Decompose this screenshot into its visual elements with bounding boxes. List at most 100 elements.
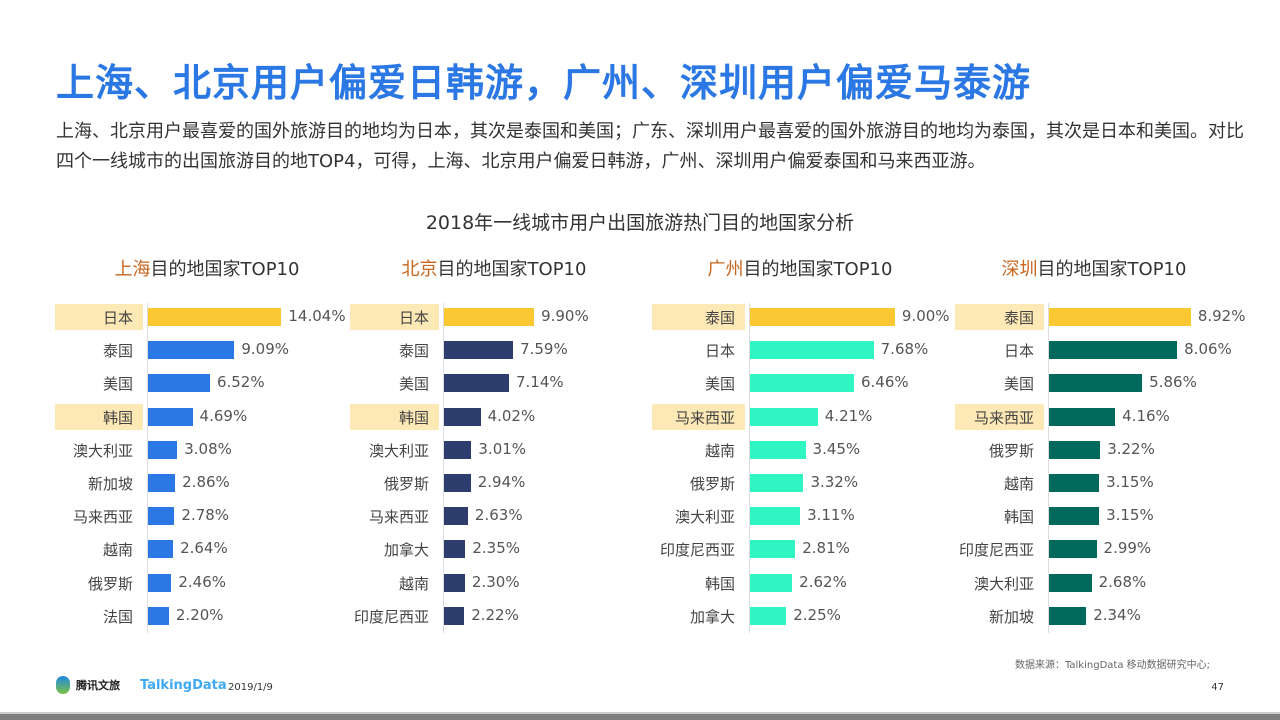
bar-row: 日本 7.68% [652,337,952,363]
bar [148,374,210,393]
category-label: 马来西亚 [674,408,735,427]
bar [750,440,806,459]
value-label: 5.86% [1149,373,1197,392]
bar [1049,308,1191,326]
value-label: 3.22% [1107,439,1155,458]
axis-line [749,303,750,633]
bar-row: 印度尼西亚 2.22% [350,603,650,629]
value-label: 2.99% [1103,539,1152,558]
value-label: 2.86% [182,473,230,491]
bar [1049,407,1116,426]
value-label: 2.25% [793,605,841,624]
bottom-bar [0,712,1280,720]
data-source: 数据来源：TalkingData 移动数据研究中心; [1014,660,1210,671]
bar-row: 韩国 2.62% [652,570,952,596]
highlight [955,403,1044,430]
bar [444,440,472,459]
value-label: 2.94% [477,473,526,491]
category-label: 泰国 [704,309,735,327]
bar-row: 泰国 9.00% [652,304,952,330]
bar [750,341,874,360]
value-label: 2.68% [1098,572,1147,591]
bar [750,474,804,492]
category-label: 美国 [102,375,133,394]
value-label: 2.35% [472,539,521,558]
value-label: 9.90% [541,307,589,325]
bar [148,573,172,592]
bar-row: 法国 2.20% [55,603,355,629]
panel-1: 上海目的地国家TOP10 日本 14.04% 泰国 9.09% 美国 6.52% 韩国 4.69… [55,255,355,635]
value-label: 2.81% [802,539,850,558]
category-label: 日本 [398,309,429,327]
chart-title: 2018年一线城市用户出国旅游热门目的地国家分析 [425,212,855,234]
bar [444,308,535,326]
bar [750,374,854,393]
value-label: 4.69% [199,406,248,425]
value-label: 2.30% [471,572,520,591]
bar-row: 越南 2.30% [350,570,650,596]
category-label: 澳大利亚 [72,441,133,460]
bar-row: 加拿大 2.25% [652,603,952,629]
panel-title: 北京目的地国家TOP10 [344,255,644,281]
panel-title-suffix: 目的地国家TOP10 [1037,259,1187,280]
value-label: 7.68% [880,340,929,359]
category-label: 泰国 [398,342,429,361]
category-label: 越南 [704,441,735,460]
bar-row: 越南 2.64% [55,536,355,562]
bar-row: 日本 8.06% [955,337,1255,363]
bar-row: 美国 6.52% [55,370,355,396]
highlight [350,304,439,330]
value-label: 3.45% [812,439,861,458]
bar-row: 澳大利亚 3.08% [55,437,355,463]
category-label: 澳大利亚 [368,441,429,460]
category-label: 俄罗斯 [689,475,735,493]
logo-icon [56,676,70,694]
logo-text: 腾讯文旅 [76,679,120,692]
value-label: 6.46% [861,373,909,392]
bar [444,374,509,393]
bar-row: 泰国 8.92% [955,304,1255,330]
bar-row: 新加坡 2.86% [55,470,355,496]
category-label: 日本 [704,342,735,361]
bar [750,507,801,526]
bar [444,573,465,592]
bar-row: 马来西亚 2.63% [350,503,650,529]
panel-2: 北京目的地国家TOP10 日本 9.90% 泰国 7.59% 美国 7.14% 韩国 4.02%… [350,255,650,635]
bar-row: 加拿大 2.35% [350,536,650,562]
category-label: 美国 [704,375,735,394]
value-label: 8.92% [1197,307,1246,325]
value-label: 3.32% [810,473,859,491]
bar-row: 俄罗斯 3.22% [955,437,1255,463]
category-label: 新加坡 [988,607,1034,626]
category-label: 韩国 [102,408,133,427]
bar [148,440,178,459]
category-label: 越南 [102,541,133,560]
category-label: 美国 [398,375,429,394]
bar-row: 越南 3.45% [652,437,952,463]
bar [444,540,466,559]
bar-row: 马来西亚 2.78% [55,503,355,529]
value-label: 6.52% [216,373,265,392]
value-label: 2.64% [180,539,228,558]
bar [444,507,468,526]
bar [1049,573,1092,592]
bar [444,474,471,492]
value-label: 3.15% [1106,506,1154,525]
bar-row: 澳大利亚 2.68% [955,570,1255,596]
panel-title: 上海目的地国家TOP10 [57,255,357,281]
bar-row: 泰国 9.09% [55,337,355,363]
value-label: 2.22% [471,605,519,624]
value-label: 7.14% [515,373,564,392]
city-name: 上海 [114,259,151,280]
axis-line [147,303,148,633]
bar [1049,540,1097,559]
bar [444,341,514,360]
bar [1049,341,1178,360]
bar [148,341,235,360]
bar [750,573,793,592]
value-label: 9.00% [901,307,950,325]
bar [148,407,193,426]
bar-row: 马来西亚 4.16% [955,403,1255,430]
value-label: 9.09% [241,340,289,359]
bar-row: 美国 5.86% [955,370,1255,396]
